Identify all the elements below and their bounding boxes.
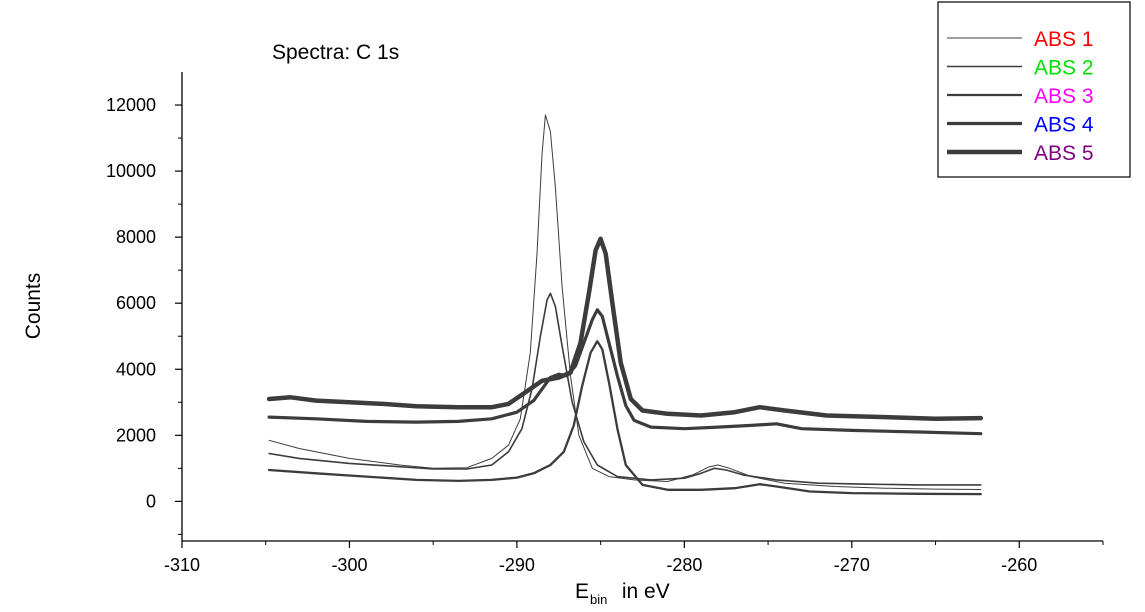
y-tick-label: 8000	[116, 227, 156, 247]
x-axis-title-rest: in eV	[616, 580, 670, 603]
series-line-3	[267, 340, 982, 496]
y-tick-label: 2000	[116, 425, 156, 445]
legend-box	[937, 1, 1131, 178]
y-tick-label: 12000	[106, 95, 156, 115]
legend-label: ABS 1	[1034, 28, 1094, 51]
y-tick-label: 0	[146, 491, 156, 511]
series-lines	[266, 114, 984, 496]
chart-title: Spectra: C 1s	[272, 41, 399, 64]
x-tick-label: -270	[834, 555, 870, 575]
x-tick-label: -310	[164, 555, 200, 575]
y-tick-label: 10000	[106, 161, 156, 181]
legend-label: ABS 2	[1034, 57, 1094, 80]
plot-area: -310 -300 -290 -280 -270 -260 0 2000 4000 6000 80…	[106, 72, 1104, 575]
x-axis-title-main: E	[575, 580, 589, 603]
y-axis-title: Counts	[22, 273, 45, 340]
x-tick-label: -290	[499, 555, 535, 575]
x-axis-title: E bin in eV	[575, 580, 670, 607]
series-line-2	[268, 292, 982, 486]
series-line-4	[267, 308, 983, 436]
x-axis-title-subscript: bin	[590, 592, 607, 607]
x-tick-label: -280	[666, 555, 702, 575]
legend-label: ABS 5	[1034, 142, 1094, 165]
series-line-1	[268, 114, 982, 490]
legend-label: ABS 4	[1034, 114, 1094, 137]
legend-label: ABS 3	[1034, 85, 1094, 108]
series-line-5	[266, 236, 984, 422]
y-ticks: 0 2000 4000 6000 8000 10000 12000	[106, 95, 182, 535]
x-ticks: -310 -300 -290 -280 -270 -260	[164, 541, 1104, 575]
y-tick-label: 4000	[116, 359, 156, 379]
legend-entries: ABS 1 ABS 2 ABS 3 ABS 4 ABS 5	[947, 28, 1094, 165]
y-tick-label: 6000	[116, 293, 156, 313]
x-tick-label: -300	[331, 555, 367, 575]
legend: ABS 1 ABS 2 ABS 3 ABS 4 ABS 5	[937, 1, 1131, 178]
x-tick-label: -260	[1001, 555, 1037, 575]
